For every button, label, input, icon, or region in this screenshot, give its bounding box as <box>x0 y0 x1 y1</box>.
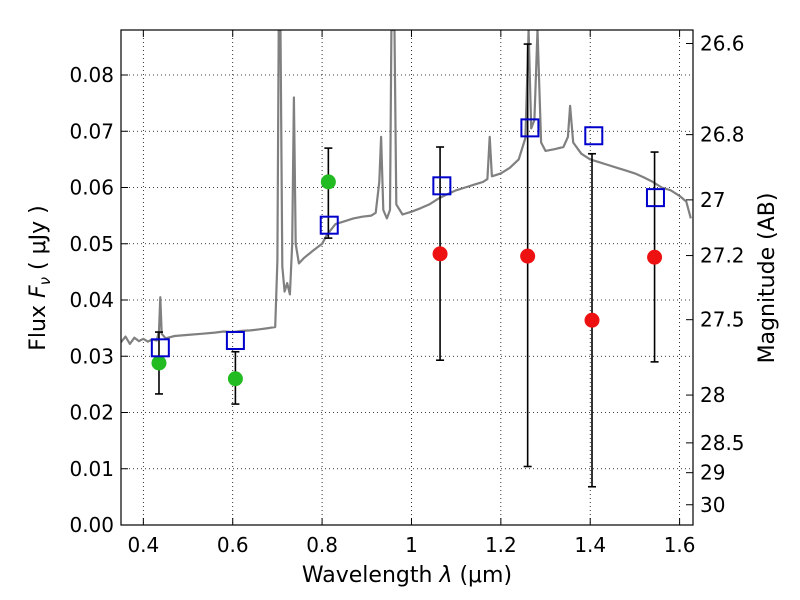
x-axis-label: Wavelength λ (μm) <box>302 563 512 588</box>
spectrum <box>121 30 692 345</box>
ticks <box>121 30 693 526</box>
spectrum-line <box>121 30 692 345</box>
y2-tick-label: 30 <box>700 493 725 517</box>
model-square <box>520 118 540 138</box>
model-square <box>584 126 604 146</box>
y2-axis-label: Magnitude (AB) <box>755 193 780 364</box>
y-tick-label: 0.08 <box>69 63 114 87</box>
model-square <box>150 338 170 358</box>
x-tick-label: 1.4 <box>574 533 606 557</box>
green-point <box>227 371 243 387</box>
plot-frame <box>120 29 694 526</box>
y-tick-label: 0.00 <box>69 513 114 537</box>
y-tick-label: 0.01 <box>69 457 114 481</box>
green-point <box>320 174 336 190</box>
y-tick-label: 0.06 <box>69 176 114 200</box>
model-square <box>645 188 665 208</box>
y2-tick-label: 28 <box>700 383 725 407</box>
y2-tick-label: 26.6 <box>700 32 745 56</box>
y-tick-label: 0.03 <box>69 344 114 368</box>
y2-tick-label: 27.2 <box>700 244 745 268</box>
x-tick-label: 0.8 <box>306 533 338 557</box>
x-tick-label: 1.2 <box>485 533 517 557</box>
y-tick-labels: 0.00 0.01 0.02 0.03 0.04 0.05 0.06 0.07 0.08 <box>69 63 114 537</box>
y-tick-label: 0.07 <box>69 119 114 143</box>
model-square <box>432 176 452 196</box>
y-axis-label: Flux Fν ( μJy ) <box>26 205 54 350</box>
x-tick-label: 0.4 <box>127 533 159 557</box>
y-tick-label: 0.05 <box>69 232 114 256</box>
y2-tick-label: 27.5 <box>700 308 745 332</box>
y-tick-label: 0.02 <box>69 401 114 425</box>
x-tick-label: 1.6 <box>664 533 696 557</box>
y2-tick-label: 28.5 <box>700 431 745 455</box>
y2-tick-label: 27 <box>700 188 725 212</box>
model-square <box>319 215 339 235</box>
y2-tick-labels: 26.6 26.8 27 27.2 27.5 28 28.5 29 30 <box>700 32 745 517</box>
errorbars <box>154 43 659 488</box>
model-squares <box>150 118 665 358</box>
y2-tick-label: 26.8 <box>700 123 745 147</box>
model-square <box>225 331 245 350</box>
data-points <box>151 174 663 387</box>
red-point <box>432 246 448 262</box>
grid <box>121 30 693 525</box>
x-tick-labels: 0.4 0.6 0.8 1 1.2 1.4 1.6 <box>127 533 695 557</box>
y2-tick-label: 29 <box>700 461 725 485</box>
red-point <box>520 248 536 264</box>
green-point <box>151 355 167 371</box>
x-tick-label: 0.6 <box>217 533 249 557</box>
y-tick-label: 0.04 <box>69 288 114 312</box>
red-point <box>647 249 663 265</box>
red-point <box>584 312 600 328</box>
x-tick-label: 1 <box>405 533 418 557</box>
